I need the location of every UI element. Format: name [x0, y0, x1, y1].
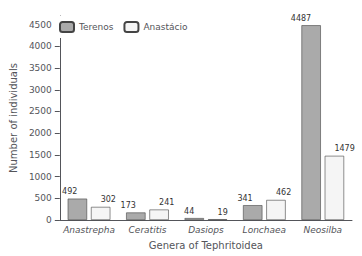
svg-text:302: 302	[101, 195, 116, 204]
svg-text:Neosilba: Neosilba	[303, 225, 342, 235]
svg-text:1479: 1479	[334, 144, 354, 153]
svg-text:4487: 4487	[291, 14, 311, 23]
svg-text:Number of individuals: Number of individuals	[8, 63, 19, 173]
svg-text:Anastácio: Anastácio	[143, 22, 188, 32]
svg-text:462: 462	[276, 188, 291, 197]
svg-text:1500: 1500	[29, 150, 52, 160]
svg-text:Ceratitis: Ceratitis	[129, 225, 167, 235]
svg-text:2000: 2000	[29, 128, 52, 138]
svg-text:492: 492	[62, 187, 77, 196]
svg-text:Dasiops: Dasiops	[188, 225, 224, 235]
svg-text:1000: 1000	[29, 172, 52, 182]
svg-text:44: 44	[184, 207, 194, 216]
svg-text:341: 341	[237, 194, 252, 203]
svg-text:3500: 3500	[29, 63, 52, 73]
svg-text:241: 241	[159, 198, 174, 207]
svg-text:173: 173	[121, 201, 136, 210]
svg-text:Terenos: Terenos	[78, 22, 114, 32]
svg-text:4000: 4000	[29, 41, 52, 51]
svg-text:500: 500	[35, 193, 52, 203]
svg-text:19: 19	[218, 208, 228, 217]
svg-text:Genera of Tephritoidea: Genera of Tephritoidea	[149, 240, 263, 251]
svg-text:3000: 3000	[29, 85, 52, 95]
svg-text:2500: 2500	[29, 106, 52, 116]
svg-text:Anastrepha: Anastrepha	[62, 225, 115, 235]
svg-text:0: 0	[46, 215, 52, 225]
svg-text:4500: 4500	[29, 20, 52, 30]
svg-text:Lonchaea: Lonchaea	[243, 225, 286, 235]
